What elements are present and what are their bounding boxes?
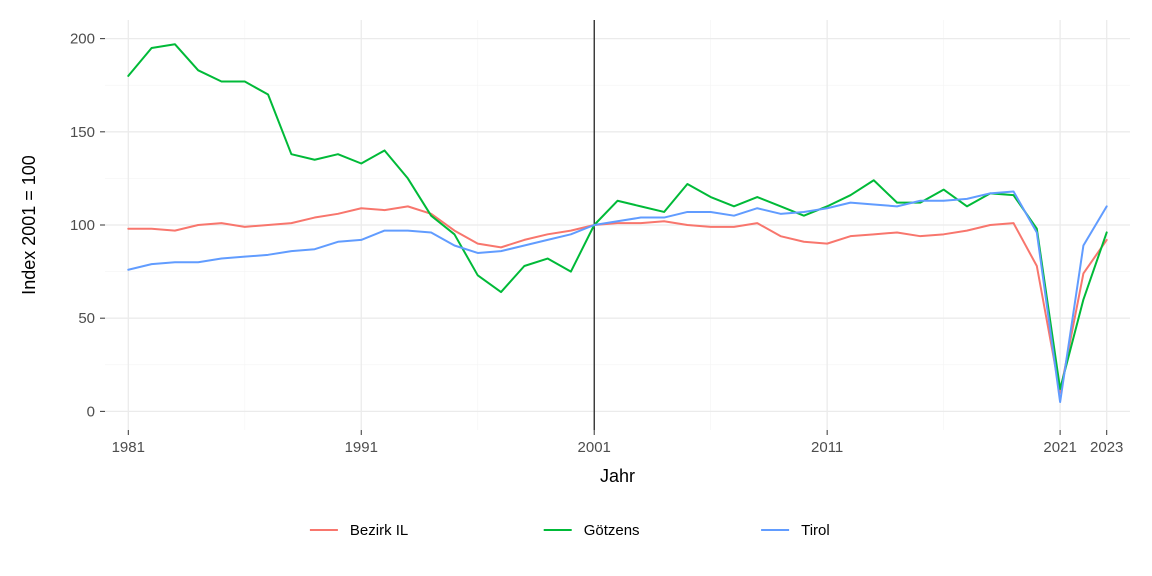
x-tick-label: 1981 [112,439,145,456]
chart-container: 1981 1991 2001 2011 2021 2023 0 50 100 150 200 Jahr… [0,0,1152,576]
x-tick-label: 2021 [1043,439,1076,456]
y-axis-title: Index 2001 = 100 [19,155,39,295]
legend-label: Götzens [584,522,640,539]
y-tick-label: 50 [78,310,95,327]
x-tick-label: 2001 [578,439,611,456]
y-tick-label: 0 [87,403,95,420]
x-tick-label: 1991 [345,439,378,456]
y-tick-label: 200 [70,31,95,48]
y-axis-title-group: Index 2001 = 100 [19,155,39,295]
x-tick-label: 2023 [1090,439,1123,456]
line-chart: 1981 1991 2001 2011 2021 2023 0 50 100 150 200 Jahr… [0,0,1152,576]
legend-label: Bezirk IL [350,522,408,539]
y-tick-label: 150 [70,124,95,141]
y-tick-label: 100 [70,217,95,234]
x-axis-title: Jahr [600,466,635,486]
legend-label: Tirol [801,522,830,539]
x-tick-label: 2011 [811,439,843,456]
